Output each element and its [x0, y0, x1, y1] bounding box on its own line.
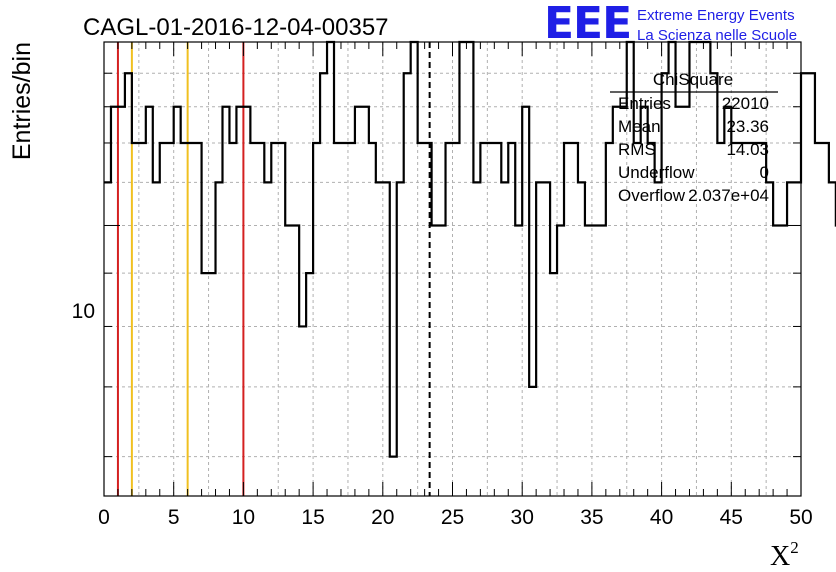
stats-row-label: Entries	[618, 94, 671, 113]
stats-row-label: Mean	[618, 117, 661, 136]
stats-row-value: 14.03	[726, 140, 769, 159]
x-tick-label: 35	[580, 506, 603, 529]
x-tick-label: 30	[511, 506, 534, 529]
tick-layer: 0 5 10 15 20 25 30 35 40 45 50	[98, 42, 813, 529]
x-tick-label: 50	[789, 506, 812, 529]
x-tick-label: 20	[371, 506, 394, 529]
logo-line-2: La Scienza nelle Scuole	[637, 27, 798, 44]
x-axis-label-base: X	[770, 541, 790, 572]
stats-row-value: 22010	[722, 94, 769, 113]
x-tick-label: 45	[720, 506, 743, 529]
stats-box: ChiSquare Entries 22010 Mean 23.36 RMS 14.03 U…	[610, 70, 778, 205]
histogram-series	[104, 40, 836, 458]
stats-row-label: RMS	[618, 140, 656, 159]
x-tick-label: 40	[650, 506, 673, 529]
x-axis-label: X2	[770, 538, 799, 572]
y-tick-label: 10	[72, 300, 95, 323]
stats-row-value: 0	[760, 163, 769, 182]
logo-mark: EEE	[544, 0, 632, 49]
grid-layer	[104, 42, 801, 496]
x-tick-label: 25	[441, 506, 464, 529]
stats-row-label: Overflow	[618, 186, 686, 205]
stats-box-title: ChiSquare	[653, 70, 733, 89]
chart-title: CAGL-01-2016-12-04-00357	[83, 14, 389, 41]
stats-row-label: Underflow	[618, 163, 695, 182]
stats-row-value: 2.037e+04	[688, 186, 769, 205]
stats-row-value: 23.36	[726, 117, 769, 136]
y-axis-label: Entries/bin	[8, 42, 36, 160]
logo-line-1: Extreme Energy Events	[637, 7, 795, 24]
stats-box-rows: Entries 22010 Mean 23.36 RMS 14.03 Underflow 0 O…	[618, 94, 769, 205]
x-tick-label: 15	[301, 506, 324, 529]
x-tick-label: 0	[98, 506, 110, 529]
eee-logo: EEE Extreme Energy Events La Scienza nel…	[544, 2, 834, 48]
x-tick-label: 5	[168, 506, 180, 529]
x-tick-label: 10	[232, 506, 255, 529]
x-axis-label-superscript: 2	[790, 538, 799, 557]
